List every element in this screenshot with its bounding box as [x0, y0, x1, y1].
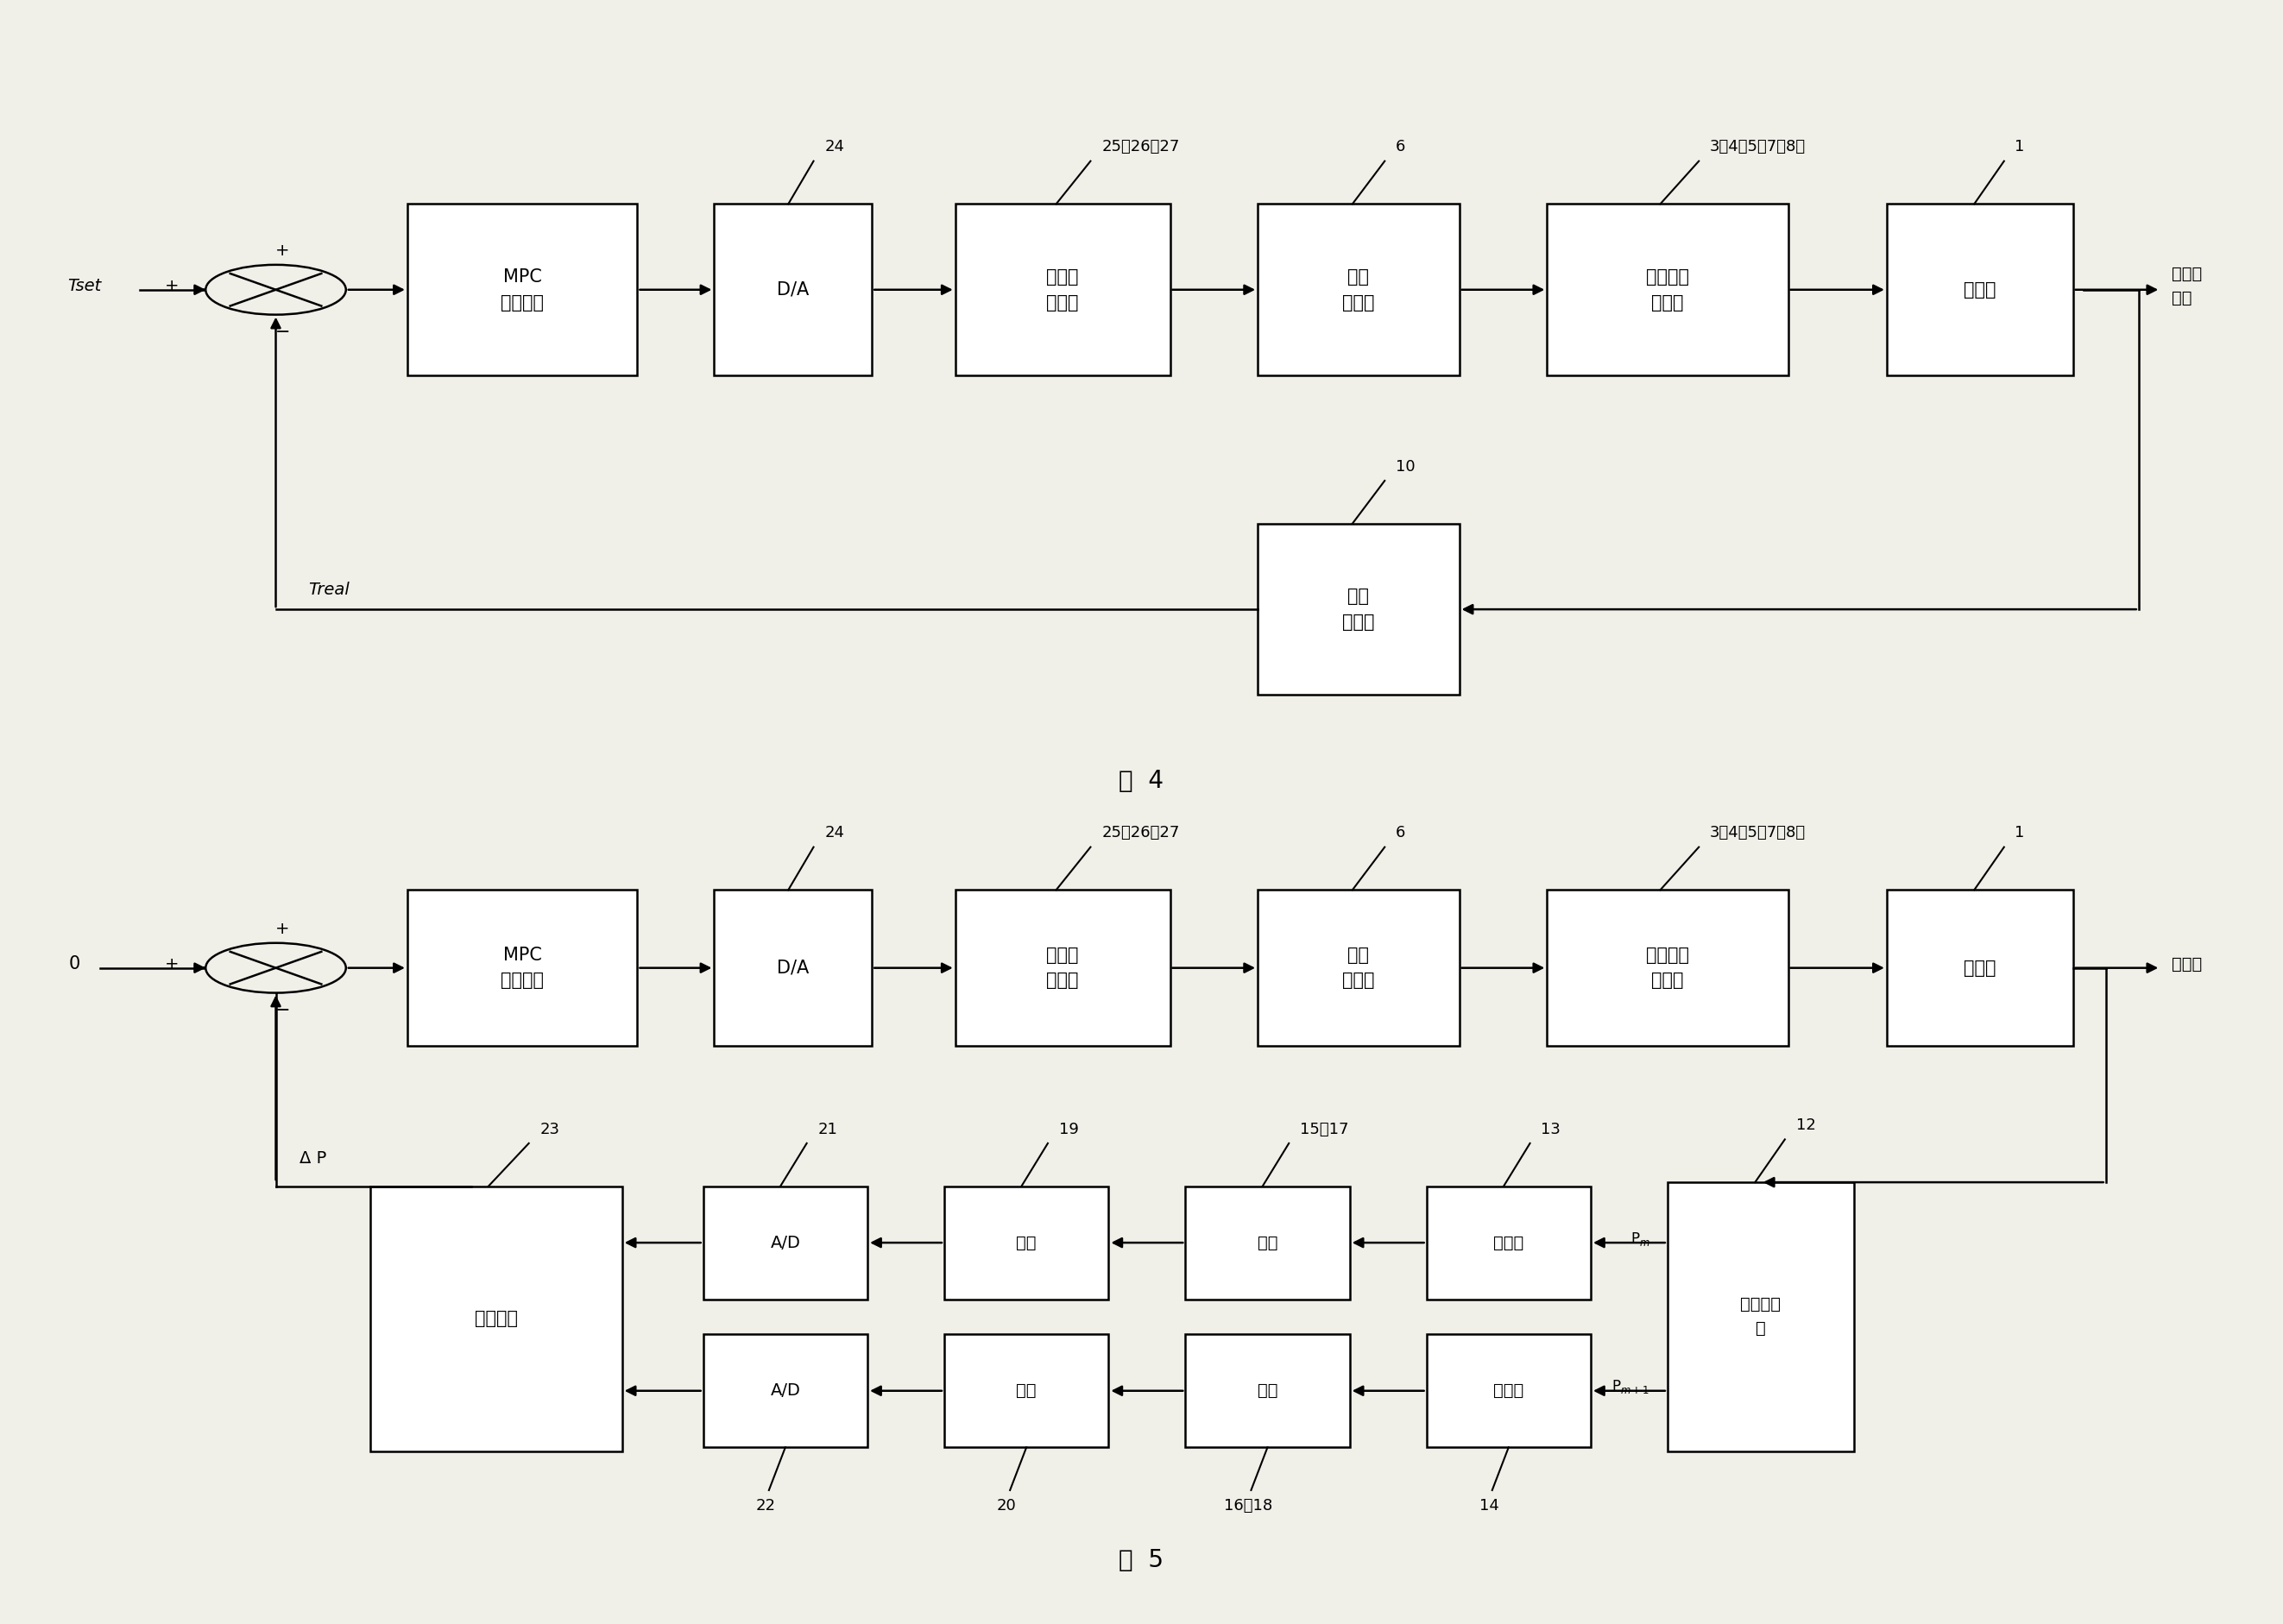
Text: 25、26、27: 25、26、27	[1100, 140, 1180, 154]
Text: 3、4、5、7、8、: 3、4、5、7、8、	[1710, 140, 1806, 154]
Bar	[1185, 1335, 1349, 1447]
Text: 热电
制冷器: 热电 制冷器	[1342, 947, 1374, 989]
Bar	[1427, 1186, 1591, 1299]
Bar	[1258, 523, 1459, 695]
Text: −: −	[274, 325, 290, 341]
Bar	[715, 205, 872, 375]
Bar	[1548, 890, 1788, 1046]
Text: 微处理器: 微处理器	[475, 1311, 518, 1327]
Text: D/A: D/A	[776, 960, 808, 976]
Text: +: +	[276, 921, 290, 937]
Text: Treal: Treal	[308, 581, 349, 598]
Text: A/D: A/D	[769, 1234, 801, 1250]
Bar	[1427, 1335, 1591, 1447]
Text: 20: 20	[998, 1497, 1016, 1514]
Bar	[945, 1335, 1110, 1447]
Text: 0: 0	[68, 955, 80, 973]
Text: 图  4: 图 4	[1119, 768, 1164, 793]
Text: 22: 22	[756, 1497, 776, 1514]
Text: 导热层与
散热器: 导热层与 散热器	[1646, 947, 1689, 989]
Text: 功率放
大电路: 功率放 大电路	[1046, 268, 1080, 312]
Text: 滤波: 滤波	[1016, 1382, 1036, 1398]
Text: 15、17: 15、17	[1299, 1122, 1349, 1137]
Text: MPC
补偿算法: MPC 补偿算法	[500, 268, 543, 312]
Bar	[406, 890, 637, 1046]
Text: 热电
制冷器: 热电 制冷器	[1342, 268, 1374, 312]
Text: 激光管
温度: 激光管 温度	[2171, 266, 2203, 305]
Text: 6: 6	[1395, 825, 1406, 841]
Text: +: +	[164, 957, 180, 973]
Bar	[1185, 1186, 1349, 1299]
Text: 激光管: 激光管	[1963, 281, 1995, 299]
Text: −: −	[274, 1002, 290, 1020]
Text: 14: 14	[1479, 1497, 1498, 1514]
Text: 功率放
大电路: 功率放 大电路	[1046, 947, 1080, 989]
Text: 10: 10	[1395, 460, 1415, 474]
Text: 光电管: 光电管	[1493, 1234, 1523, 1250]
Bar	[1258, 890, 1459, 1046]
Text: 输出光: 输出光	[2171, 957, 2203, 973]
Bar	[715, 890, 872, 1046]
Text: 3、4、5、7、8、: 3、4、5、7、8、	[1710, 825, 1806, 841]
Text: 19: 19	[1059, 1122, 1078, 1137]
Bar	[1886, 890, 2073, 1046]
Text: 导热层与
散热器: 导热层与 散热器	[1646, 268, 1689, 312]
Bar	[1667, 1182, 1854, 1452]
Bar	[954, 890, 1169, 1046]
Bar	[945, 1186, 1110, 1299]
Text: 图  5: 图 5	[1119, 1548, 1164, 1572]
Text: 25、26、27: 25、26、27	[1100, 825, 1180, 841]
Text: 23: 23	[539, 1122, 559, 1137]
Text: 1: 1	[2016, 825, 2025, 841]
Text: +: +	[276, 242, 290, 258]
Text: 1: 1	[2016, 140, 2025, 154]
Bar	[1258, 205, 1459, 375]
Text: A/D: A/D	[769, 1382, 801, 1398]
Text: 24: 24	[824, 825, 845, 841]
Text: 6: 6	[1395, 140, 1406, 154]
Bar	[954, 205, 1169, 375]
Text: P$_m$: P$_m$	[1630, 1229, 1651, 1247]
Text: D/A: D/A	[776, 281, 808, 299]
Bar	[703, 1335, 868, 1447]
Text: Δ P: Δ P	[299, 1150, 326, 1166]
Text: 21: 21	[817, 1122, 838, 1137]
Text: 放大: 放大	[1258, 1382, 1278, 1398]
Text: 偏振分光
器: 偏振分光 器	[1740, 1296, 1781, 1337]
Text: 温度
传感器: 温度 传感器	[1342, 588, 1374, 630]
Text: P$_{m+1}$: P$_{m+1}$	[1612, 1379, 1651, 1395]
Bar	[1548, 205, 1788, 375]
Bar	[406, 205, 637, 375]
Text: 滤波: 滤波	[1016, 1234, 1036, 1250]
Text: 激光管: 激光管	[1963, 960, 1995, 976]
Bar	[370, 1186, 621, 1452]
Text: 16、18: 16、18	[1224, 1497, 1272, 1514]
Text: 放大: 放大	[1258, 1234, 1278, 1250]
Text: Tset: Tset	[68, 278, 100, 294]
Text: 24: 24	[824, 140, 845, 154]
Text: MPC
补偿算法: MPC 补偿算法	[500, 947, 543, 989]
Text: +: +	[164, 278, 180, 294]
Text: 12: 12	[1797, 1117, 1815, 1134]
Text: 13: 13	[1541, 1122, 1562, 1137]
Bar	[703, 1186, 868, 1299]
Text: 光电管: 光电管	[1493, 1382, 1523, 1398]
Bar	[1886, 205, 2073, 375]
